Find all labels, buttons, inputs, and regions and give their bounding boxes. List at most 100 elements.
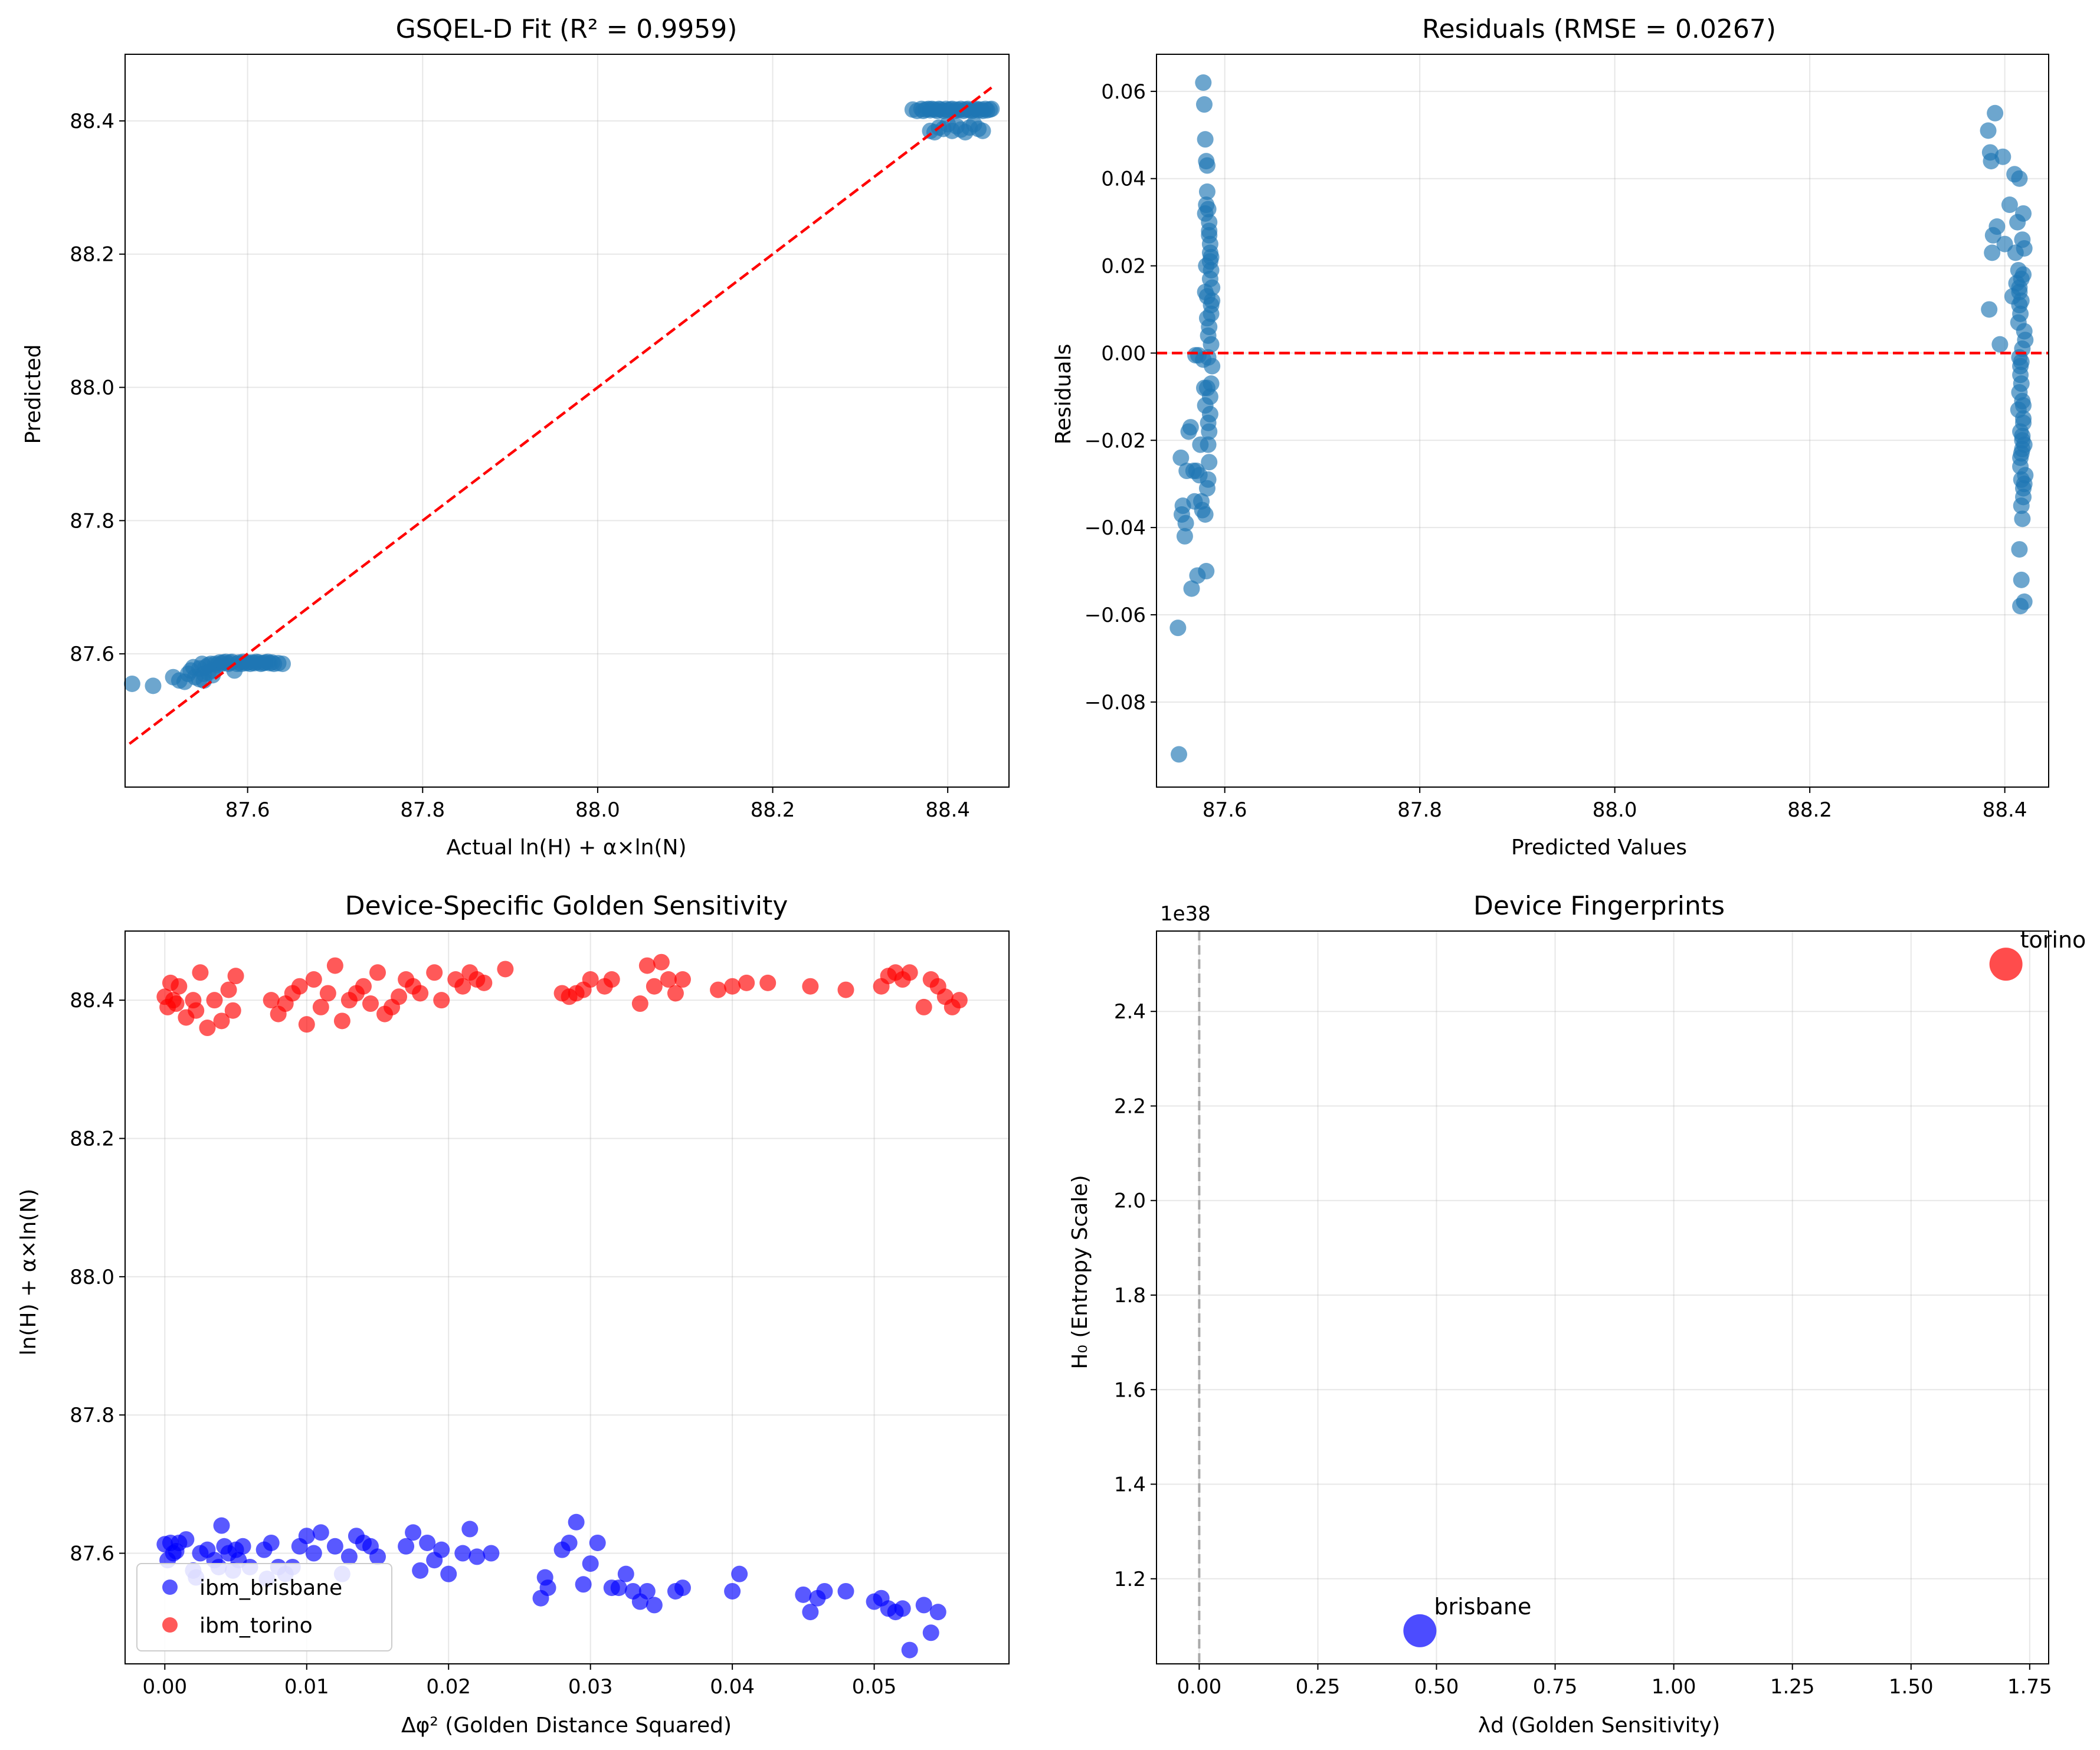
data-point-ibm_torino [362,995,379,1012]
data-point-ibm_torino [391,988,408,1005]
data-point-ibm_brisbane [901,1641,918,1659]
x-tick-label: 0.75 [1533,1675,1578,1699]
legend-label: ibm_brisbane [199,1576,342,1600]
x-tick-label: 0.02 [426,1675,471,1699]
panel-device-fingerprints: Device Fingerprints λd (Golden Sensitivi… [1068,891,2086,1738]
data-point [2011,384,2028,401]
data-point-ibm_brisbane [405,1524,422,1541]
y-tick-label: 1.6 [1114,1378,1146,1402]
data-point-ibm_brisbane [617,1565,634,1582]
y-axis-label: Predicted [21,345,45,444]
data-point [2014,340,2031,358]
data-point-ibm_brisbane [922,1624,939,1641]
data-point-ibm_brisbane [312,1524,329,1541]
device-point-brisbane [1403,1614,1437,1647]
data-point [1200,414,1217,431]
y-tick-label: −0.06 [1085,604,1146,627]
data-point [1980,122,1997,139]
data-point-ibm_torino [710,981,727,998]
x-tick-label: 1.75 [2007,1675,2052,1699]
data-point [2011,541,2028,558]
data-point [1200,436,1217,453]
data-point [1203,305,1220,322]
axes-frame [125,930,1010,1664]
data-point [1198,563,1215,580]
data-point-ibm_brisbane [589,1534,606,1551]
data-point-ibm_torino [355,978,372,995]
data-point-ibm_torino [667,985,684,1002]
data-point [1200,471,1217,488]
data-point-ibm_brisbane [483,1545,500,1562]
data-point-ibm_brisbane [305,1545,322,1562]
y-tick-label: 88.2 [70,1128,114,1151]
data-point-ibm_torino [227,968,244,985]
data-point [1195,74,1212,91]
data-point-ibm_brisbane [929,1604,946,1621]
y-tick-label: −0.04 [1085,516,1146,540]
data-point-ibm_torino [305,971,322,988]
data-point-ibm_torino [312,998,329,1015]
data-point-ibm_torino [298,1016,315,1033]
data-point [1195,96,1213,113]
data-point [2010,314,2027,331]
x-tick-label: 88.2 [1787,798,1832,822]
data-point-ibm_torino [724,978,741,995]
data-point-ibm_brisbane [646,1597,663,1614]
data-point-ibm_torino [291,978,308,995]
data-point-ibm_brisbane [561,1534,578,1551]
data-point-ibm_torino [837,981,854,998]
data-point-ibm_torino [915,998,932,1015]
data-point-ibm_torino [319,985,336,1002]
data-point-ibm_brisbane [461,1520,479,1538]
device-label-brisbane: brisbane [1434,1594,1531,1620]
data-point-ibm_torino [188,1002,205,1019]
data-point [274,656,291,673]
data-point [974,122,991,139]
y-tick-label: 2.0 [1114,1189,1146,1213]
y-tick-label: 88.4 [70,989,114,1012]
data-point [2011,279,2028,296]
data-point-ibm_torino [199,1020,216,1037]
data-point [2016,593,2033,610]
data-point-ibm_brisbane [894,1600,911,1617]
y-tick-label: 1.2 [1114,1568,1146,1591]
x-tick-label: 1.50 [1889,1675,1934,1699]
data-point-ibm_brisbane [582,1555,599,1572]
x-tick-label: 87.8 [1397,798,1442,822]
data-point-ibm_brisbane [369,1548,386,1565]
data-point-ibm_brisbane [412,1562,429,1579]
data-point [2013,571,2030,588]
data-point [1198,157,1216,174]
x-tick-label: 0.03 [568,1675,613,1699]
legend: ibm_brisbane ibm_torino [136,1563,392,1651]
y-tick-label: 87.6 [70,1542,114,1566]
data-point [1183,580,1200,597]
data-point-ibm_torino [326,957,343,974]
data-point [2012,366,2029,384]
x-axis-label: Δφ² (Golden Distance Squared) [401,1713,732,1738]
x-tick-label: 88.4 [925,798,970,822]
data-point [1987,104,2004,122]
data-point [2014,432,2031,449]
data-point [983,100,1000,117]
data-point [2011,297,2028,314]
legend-label: ibm_torino [199,1614,313,1638]
data-point [1201,270,1218,287]
data-point-ibm_torino [454,978,471,995]
data-point-ibm_torino [738,974,755,991]
data-point [123,675,140,692]
x-axis-label: Actual ln(H) + α×ln(N) [447,835,687,860]
data-point [1994,148,2011,165]
data-point-ibm_torino [224,1002,241,1019]
data-point-ibm_brisbane [234,1538,251,1555]
y-tick-label: 87.6 [70,643,114,666]
x-tick-label: 1.25 [1770,1675,1815,1699]
data-point [204,667,221,684]
data-point-ibm_torino [426,964,443,981]
data-point-ibm_torino [901,964,918,981]
data-point-ibm_torino [638,957,656,974]
y-tick-label: 0.04 [1101,168,1146,191]
data-point-ibm_torino [206,992,223,1009]
panel-title: Device Fingerprints [1473,891,1725,921]
data-point [1991,336,2009,353]
